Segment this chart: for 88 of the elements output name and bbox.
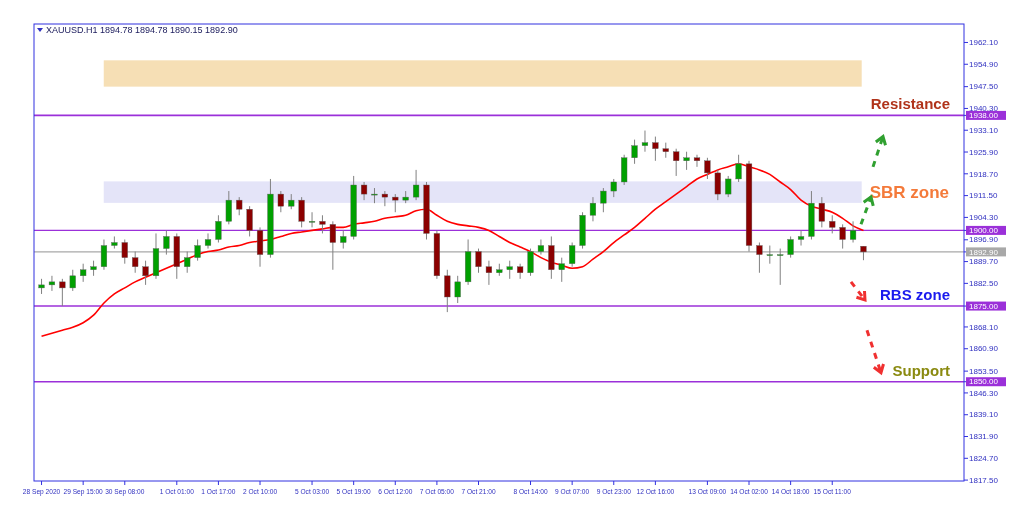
candlestick [246, 205, 253, 237]
candlestick [631, 139, 638, 165]
candlestick [787, 235, 794, 259]
y-tick-label: 1846.30 [969, 388, 999, 398]
candlestick [194, 238, 201, 262]
ref-line-label: Support [892, 361, 950, 379]
candlestick [413, 169, 420, 201]
candlestick [725, 175, 732, 198]
y-tick-label: 1954.90 [969, 59, 999, 69]
y-tick-label: 1860.90 [969, 344, 999, 354]
y-tick-label: 1831.90 [969, 432, 999, 442]
candlestick [444, 269, 451, 313]
candlestick [818, 196, 825, 228]
candlestick [537, 238, 544, 256]
y-tick-label: 1933.10 [969, 125, 999, 135]
candlestick [569, 242, 576, 268]
candlestick [693, 154, 701, 168]
y-tick-label: 1882.50 [969, 279, 999, 289]
y-tick-label: 1850.00 [969, 377, 999, 387]
candlestick [319, 214, 326, 234]
candlestick [777, 248, 784, 286]
y-tick-label: 1918.70 [969, 169, 999, 179]
chart-title: XAUUSD.H1 1894.78 1894.78 1890.15 1892.90 [46, 25, 238, 35]
candlestick [100, 238, 108, 271]
candlestick [163, 229, 170, 256]
band-label: SBR zone [869, 183, 950, 203]
candlestick [225, 190, 232, 225]
y-tick-label: 1900.00 [969, 226, 999, 236]
candlestick [673, 148, 680, 177]
candlestick [392, 193, 399, 213]
candlestick [714, 169, 721, 201]
candlestick [517, 263, 524, 280]
y-tick-label: 1940.30 [969, 104, 999, 114]
y-tick-label: 1889.70 [969, 257, 999, 267]
candlestick [756, 242, 763, 274]
y-tick-label: 1868.10 [969, 322, 999, 332]
candlestick [59, 278, 66, 307]
candlestick [308, 211, 316, 228]
candlestick [600, 187, 607, 213]
candlestick [132, 251, 139, 274]
candlestick [527, 248, 534, 277]
ref-line-label: RBS zone [879, 286, 950, 304]
y-tick-label: 1875.00 [969, 301, 999, 311]
candlestick [236, 196, 243, 216]
candlestick [610, 178, 617, 198]
candlestick [641, 130, 649, 153]
candlestick [48, 275, 56, 292]
candlestick [589, 196, 597, 222]
candlestick [80, 263, 87, 283]
candlestick [558, 257, 565, 283]
candlestick [766, 245, 773, 265]
y-tick-label: 1896.90 [969, 235, 999, 245]
candlestick [704, 157, 711, 180]
candlestick [652, 136, 659, 162]
candlestick [485, 260, 492, 286]
candlestick [735, 154, 742, 183]
candlestick [454, 275, 461, 304]
y-tick-label: 1947.50 [969, 82, 999, 92]
candlestick [849, 220, 857, 244]
y-tick-label: 1853.50 [969, 366, 999, 376]
y-tick-label: 1839.10 [969, 410, 999, 420]
candlestick [184, 251, 191, 274]
candlestick [506, 260, 513, 280]
y-tick-label: 1824.70 [969, 454, 999, 463]
ref-line-label: Resistance [870, 95, 950, 113]
candlestick [69, 269, 76, 292]
candlestick [204, 232, 212, 250]
y-tick-label: 1911.50 [969, 191, 998, 201]
y-tick-label: 1817.50 [969, 475, 999, 485]
candlestick [797, 229, 805, 247]
y-tick-label: 1904.30 [969, 213, 999, 223]
candlestick [683, 151, 690, 171]
candlestick [329, 220, 336, 271]
candlestick [121, 238, 128, 265]
candlestick [215, 214, 222, 244]
candlestick [361, 181, 368, 201]
candlestick [340, 229, 347, 250]
candlestick [142, 260, 149, 286]
candlestick [381, 190, 388, 207]
y-tick-label: 1938.00 [969, 111, 999, 121]
candlestick [277, 190, 284, 213]
candlestick [829, 214, 836, 234]
y-tick-label: 1925.90 [969, 147, 999, 157]
candlestick [839, 223, 846, 250]
y-tick-label: 1892.90 [969, 247, 999, 257]
candlestick [298, 196, 305, 228]
y-tick-label: 1962.10 [969, 38, 999, 48]
candlestick [475, 248, 482, 274]
